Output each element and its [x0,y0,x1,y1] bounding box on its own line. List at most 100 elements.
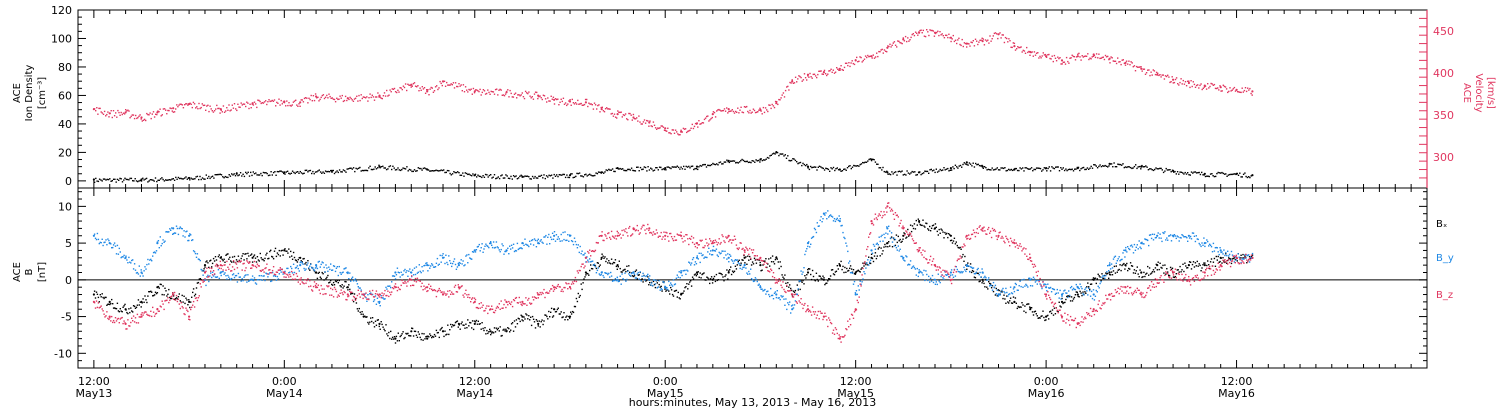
axes-and-ticks [78,10,1427,368]
bx-dot [979,281,980,282]
bx-dot [747,256,748,257]
velocity-dot [674,133,675,134]
density-dot [124,178,125,179]
velocity-dot [957,39,958,40]
by-dot [1133,252,1134,253]
by-dot [895,239,896,240]
bx-dot [678,292,679,293]
bx-dot [1025,312,1026,313]
bx-dot [1144,276,1145,277]
bx-dot [913,228,914,229]
bx-dot [746,264,747,265]
velocity-dot [1148,69,1149,70]
bx-dot [988,281,989,282]
bx-dot [853,269,854,270]
density-dot [827,168,828,169]
by-dot [889,230,890,231]
bx-dot [884,244,885,245]
velocity-dot [1088,59,1089,60]
bx-dot [1080,292,1081,293]
by-dot [1058,292,1059,293]
by-dot [120,251,121,252]
velocity-dot-point [426,90,428,92]
density-dot [1021,168,1022,169]
velocity-dot [401,87,402,88]
velocity-dot-point [696,122,698,124]
velocity-dot [302,99,303,100]
velocity-dot [1054,55,1055,56]
density-dot-point [569,174,571,176]
bx-dot [475,321,476,322]
density-dot [1068,169,1069,170]
velocity-dot [694,126,695,127]
density-dot [948,170,949,171]
bx-dot [990,283,991,284]
velocity-dot [122,114,123,115]
bx-dot [693,278,694,279]
density-dot [965,163,966,164]
density-dot [122,181,123,182]
bx-dot [187,304,188,305]
velocity-dot [357,100,358,101]
density-dot [105,179,106,180]
velocity-dot [365,97,366,98]
bx-dot [416,335,417,336]
bx-dot [141,306,142,307]
velocity-dot [504,95,505,96]
by-dot [695,261,696,262]
velocity-dot [832,72,833,73]
bx-dot [780,266,781,267]
bx-dot [527,318,528,319]
velocity-dot [763,107,764,108]
bx-dot [520,321,521,322]
by-dot [1036,280,1037,281]
density-dot [237,175,238,176]
by-dot [367,294,368,295]
by-dot [196,257,197,258]
bx-dot [1043,317,1044,318]
bx-dot-point [553,308,555,310]
bx-dot [655,287,656,288]
density-dot [889,173,890,174]
velocity-dot [690,128,691,129]
by-dot [523,245,524,246]
density-dot [1113,162,1114,163]
density-dot [518,177,519,178]
velocity-dot-point [966,43,968,45]
by-dot [389,285,390,286]
density-dot [1135,164,1136,165]
by-dot [723,257,724,258]
bx-dot [615,259,616,260]
by-dot [685,274,686,275]
by-dot [720,252,721,253]
bx-dot [724,276,725,277]
bx-dot [778,261,779,262]
bx-dot [963,261,964,262]
bx-dot [287,252,288,253]
by-dot [147,259,148,260]
bx-dot [510,330,511,331]
by-dot [510,248,511,249]
velocity-dot [1064,62,1065,63]
by-dot [501,243,502,244]
bx-dot-point [537,323,539,325]
bx-dot [325,278,326,279]
bx-dot [274,251,275,252]
velocity-dot [909,39,910,40]
bx-dot [956,241,957,242]
by-dot [453,261,454,262]
density-dot [325,170,326,171]
by-dot [1072,289,1073,290]
bx-dot [1036,313,1037,314]
by-dot [247,274,248,275]
by-dot [1159,237,1160,238]
velocity-dot [286,100,287,101]
density-dot [510,176,511,177]
bx-dot [96,292,97,293]
velocity-dot [598,104,599,105]
by-dot [405,272,406,273]
bx-dot [1163,272,1164,273]
velocity-dot [928,35,929,36]
velocity-dot [1183,80,1184,81]
density-dot [1035,169,1036,170]
